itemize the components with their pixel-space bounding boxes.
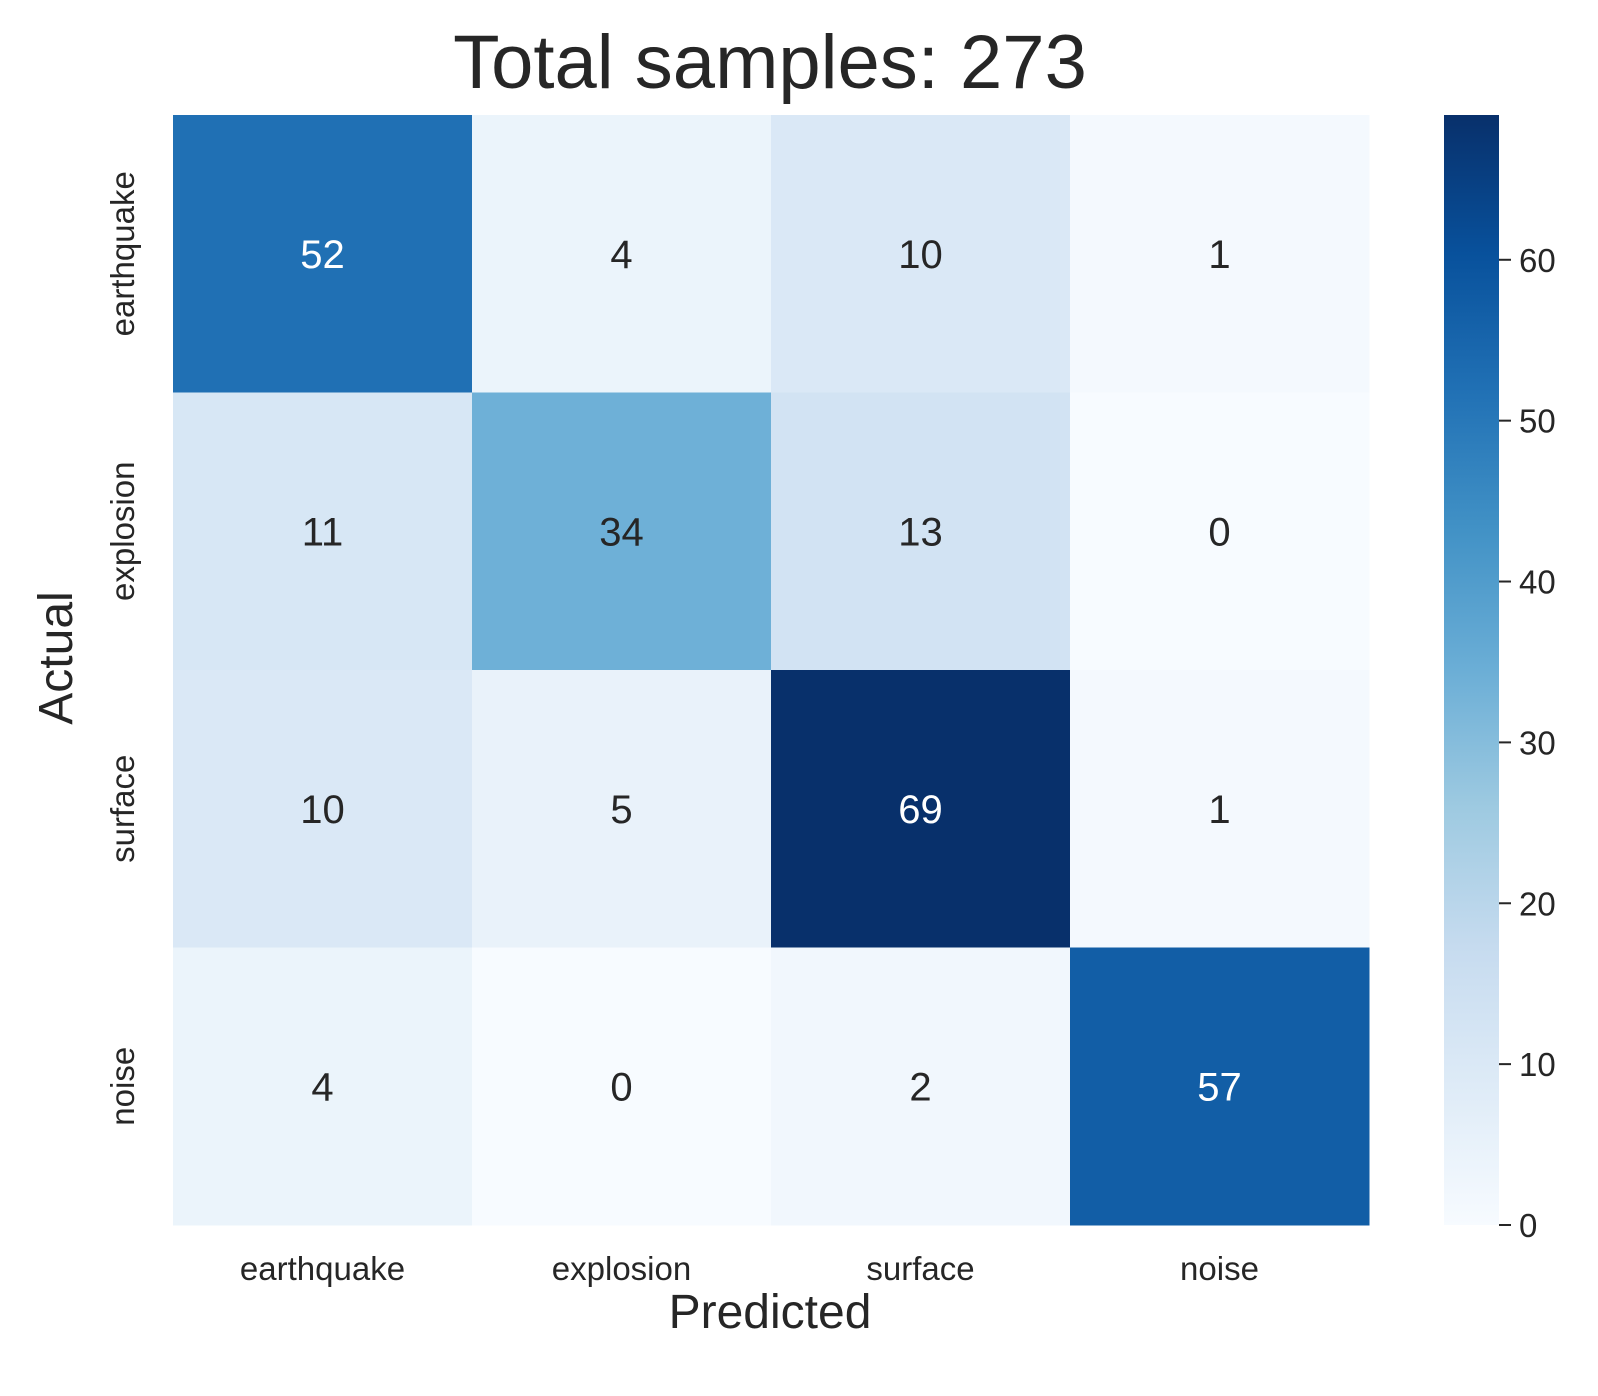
cell-value-label: 4 xyxy=(610,233,632,277)
colorbar-tick-label: 50 xyxy=(1519,403,1556,440)
chart-title: Total samples: 273 xyxy=(453,20,1087,105)
heatmap-cell xyxy=(472,392,772,671)
heatmap-cell xyxy=(771,947,1071,1226)
heatmap-cell xyxy=(173,392,473,671)
heatmap-cell xyxy=(771,670,1071,948)
heatmap-cell xyxy=(1070,670,1370,948)
colorbar-tick-label: 20 xyxy=(1519,885,1556,922)
cell-value-label: 1 xyxy=(1208,788,1230,832)
x-tick-label: explosion xyxy=(552,1250,691,1287)
y-tick-label: earthquake xyxy=(104,171,141,336)
cell-value-label: 5 xyxy=(610,788,632,832)
cell-value-label: 0 xyxy=(610,1065,632,1109)
cell-value-label: 11 xyxy=(302,510,344,554)
cell-value-label: 57 xyxy=(1197,1065,1242,1109)
y-tick-label: explosion xyxy=(104,462,141,601)
y-tick-labels: earthquake explosion surface noise xyxy=(104,171,141,1126)
cell-value-label: 0 xyxy=(1208,510,1230,554)
x-tick-labels: earthquake explosion surface noise xyxy=(240,1250,1259,1287)
colorbar-tick-label: 30 xyxy=(1519,724,1556,761)
cell-value-label: 10 xyxy=(898,233,943,277)
colorbar-ticks: 0 10 20 30 40 50 60 xyxy=(1499,242,1556,1244)
y-axis-label: Actual xyxy=(30,591,83,724)
y-tick-label: surface xyxy=(104,755,141,863)
cell-value-label: 4 xyxy=(311,1065,333,1109)
x-tick-label: earthquake xyxy=(240,1250,405,1287)
x-tick-label: surface xyxy=(866,1250,974,1287)
heatmap-cell xyxy=(173,947,473,1226)
x-tick-label: noise xyxy=(1180,1250,1259,1287)
colorbar xyxy=(1444,115,1499,1225)
heatmap-cell xyxy=(1070,947,1370,1226)
heatmap-cell xyxy=(1070,392,1370,671)
heatmap-cell xyxy=(1070,115,1370,393)
heatmap-cells: 52 4 10 111 34 13 010 5 69 14 0 2 57 xyxy=(173,115,1370,1226)
cell-value-label: 69 xyxy=(898,788,943,832)
heatmap-cell xyxy=(173,670,473,948)
cell-value-label: 1 xyxy=(1208,233,1230,277)
colorbar-tick-label: 60 xyxy=(1519,242,1556,279)
x-axis-label: Predicted xyxy=(669,1286,872,1339)
heatmap-cell xyxy=(771,392,1071,671)
cell-value-label: 13 xyxy=(898,510,943,554)
heatmap-cell xyxy=(472,947,772,1226)
colorbar-tick-label: 0 xyxy=(1519,1207,1537,1244)
cell-value-label: 34 xyxy=(599,510,644,554)
heatmap-cell xyxy=(771,115,1071,393)
colorbar-gradient xyxy=(1444,115,1499,1225)
heatmap-cell xyxy=(173,115,473,393)
cell-value-label: 10 xyxy=(300,788,345,832)
colorbar-tick-label: 40 xyxy=(1519,564,1556,601)
cell-value-label: 2 xyxy=(909,1065,931,1109)
colorbar-tick-label: 10 xyxy=(1519,1046,1556,1083)
heatmap-cell xyxy=(472,670,772,948)
y-tick-label: noise xyxy=(104,1047,141,1126)
heatmap-cell xyxy=(472,115,772,393)
cell-value-label: 52 xyxy=(300,233,345,277)
